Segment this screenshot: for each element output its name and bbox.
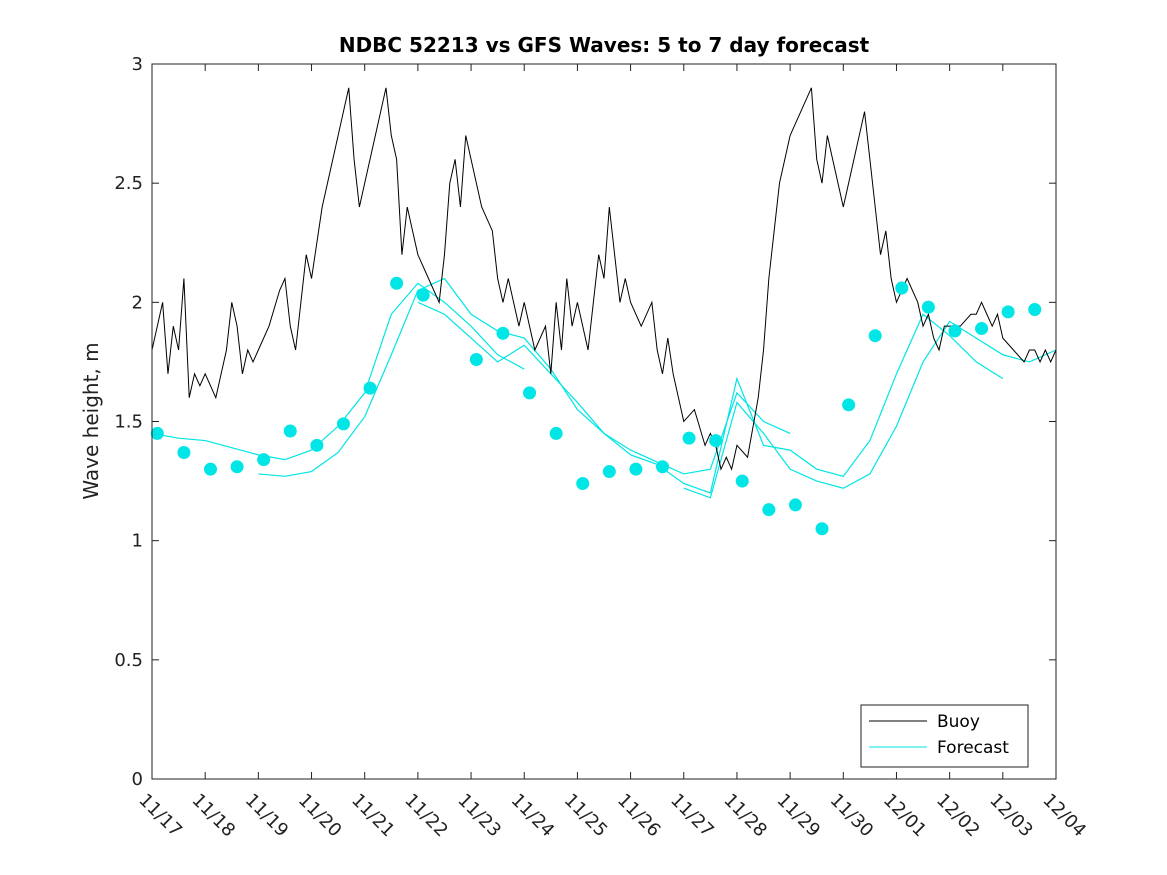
forecast-point — [682, 431, 696, 445]
forecast-point — [390, 276, 404, 290]
forecast-point — [283, 424, 297, 438]
forecast-point — [629, 462, 643, 476]
forecast-point — [150, 426, 164, 440]
y-tick-label: 1.5 — [114, 412, 143, 433]
forecast-point — [921, 300, 935, 314]
y-tick-label: 2 — [132, 292, 143, 313]
forecast-point — [177, 445, 191, 459]
legend-box — [860, 704, 1029, 768]
forecast-run-line — [683, 320, 1057, 499]
forecast-point — [1028, 302, 1042, 316]
forecast-point — [815, 522, 829, 536]
forecast-point — [948, 324, 962, 338]
forecast-point — [788, 498, 802, 512]
forecast-point — [496, 326, 510, 340]
forecast-point — [868, 329, 882, 343]
forecast-point — [709, 434, 723, 448]
forecast-point — [523, 386, 537, 400]
forecast-run-line — [417, 301, 1004, 494]
y-tick-label: 2.5 — [114, 173, 143, 194]
forecast-point — [602, 465, 616, 479]
plot-frame — [151, 63, 1057, 780]
forecast-point — [310, 438, 324, 452]
series-layer — [150, 87, 1057, 536]
forecast-point — [416, 288, 430, 302]
forecast-point — [363, 381, 377, 395]
forecast-point — [576, 476, 590, 490]
forecast-point — [203, 462, 217, 476]
forecast-run-line — [258, 277, 791, 477]
buoy-line — [151, 87, 1057, 471]
forecast-point — [1001, 305, 1015, 319]
forecast-point — [735, 474, 749, 488]
y-axis-label: Wave height, m — [79, 342, 103, 499]
forecast-point — [655, 460, 669, 474]
forecast-point — [762, 503, 776, 517]
forecast-point — [975, 322, 989, 336]
forecast-point — [895, 281, 909, 295]
y-tick-label: 3 — [132, 54, 143, 75]
forecast-point — [257, 453, 271, 467]
legend-label-forecast: Forecast — [937, 738, 1009, 758]
chart-title: NDBC 52213 vs GFS Waves: 5 to 7 day fore… — [339, 33, 870, 57]
forecast-point — [230, 460, 244, 474]
y-tick-label: 0 — [132, 769, 143, 790]
legend-label-buoy: Buoy — [937, 712, 980, 732]
y-tick-label: 1 — [132, 531, 143, 552]
forecast-point — [842, 398, 856, 412]
forecast-point — [336, 417, 350, 431]
forecast-point — [549, 426, 563, 440]
forecast-point — [469, 353, 483, 367]
y-tick-label: 0.5 — [114, 650, 143, 671]
legend: Buoy Forecast — [860, 704, 1029, 768]
